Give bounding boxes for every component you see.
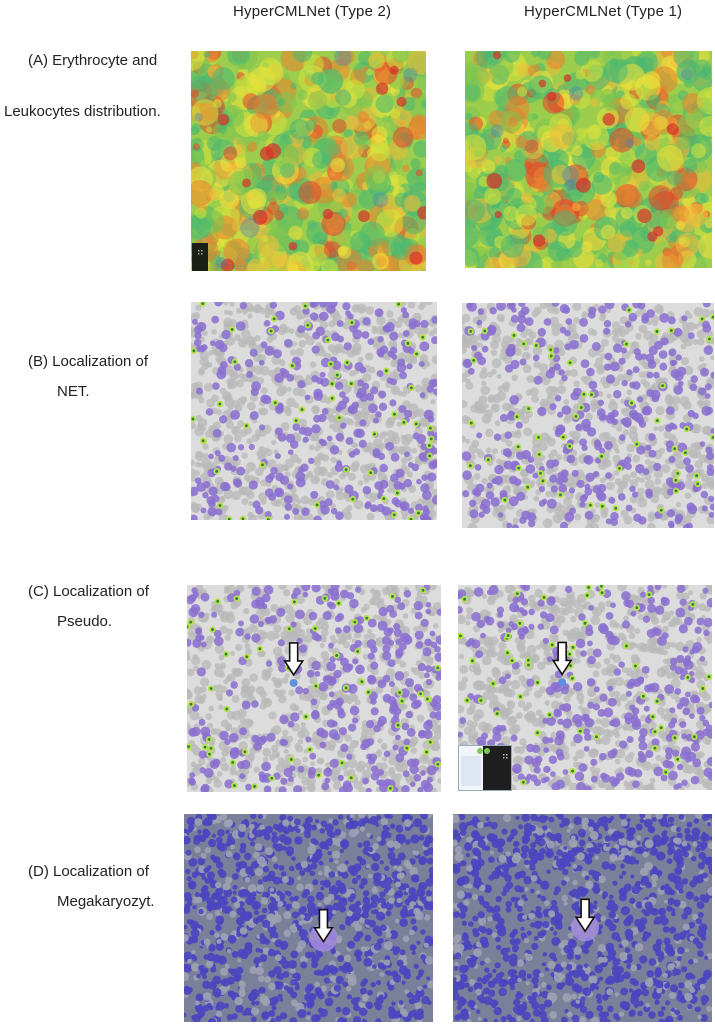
row-label-a-line1: (A) Erythrocyte and (28, 52, 158, 69)
pseudo-smear-panel-type1 (458, 585, 712, 790)
grip-icon (198, 250, 203, 255)
grip-icon (477, 748, 508, 759)
overlay-thumbnail-inset (458, 745, 512, 791)
pointer-arrow-icon (574, 898, 596, 933)
row-label-d-line2: Megakaryozyt. (57, 893, 155, 910)
column-header-type2: HyperCMLNet (Type 2) (233, 3, 392, 20)
row-label-b-line1: (B) Localization of (28, 353, 149, 370)
heatmap-panel-type2 (191, 51, 426, 271)
pointer-arrow-icon (312, 908, 334, 944)
megakaryocyte-panel-type1 (453, 814, 712, 1022)
pseudo-smear-panel-type2 (187, 585, 441, 792)
net-smear-panel-type1 (462, 303, 714, 528)
row-label-b-line2: NET. (57, 383, 90, 400)
row-label-d-line1: (D) Localization of (28, 863, 149, 880)
megakaryocyte-panel-type2 (184, 814, 433, 1022)
heatmap-panel-type1 (465, 51, 712, 268)
net-smear-panel-type2 (191, 302, 437, 520)
column-header-type1: HyperCMLNet (Type 1) (524, 3, 683, 20)
row-label-a-line2: Leukocytes distribution. (4, 103, 161, 120)
overlay-thumbnail-dark (192, 243, 208, 271)
pointer-arrow-icon (283, 642, 305, 677)
pointer-arrow-icon (551, 641, 573, 676)
row-label-c-line1: (C) Localization of (28, 583, 149, 600)
row-label-c-line2: Pseudo. (57, 613, 113, 630)
